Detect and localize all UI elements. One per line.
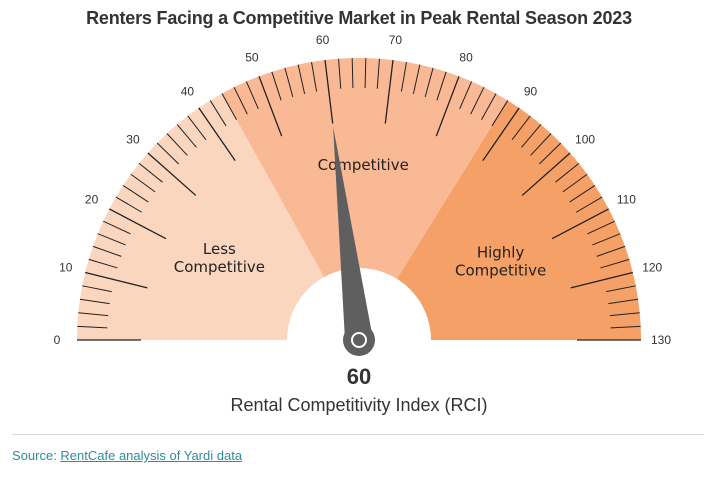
minor-tick	[351, 58, 354, 89]
minor-tick	[92, 245, 122, 257]
minor-tick	[221, 93, 237, 121]
minor-tick	[609, 312, 640, 317]
minor-tick	[376, 58, 380, 89]
gauge-value: 60	[346, 364, 372, 389]
minor-tick	[77, 325, 108, 329]
zone-label: Competitive	[318, 156, 409, 174]
minor-tick	[608, 298, 639, 305]
tick-label: 80	[459, 51, 473, 65]
minor-tick	[364, 58, 367, 89]
zone-label: Less Competitive	[174, 240, 265, 276]
major-tick	[85, 271, 148, 289]
major-tick	[147, 152, 197, 196]
major-tick	[521, 152, 571, 196]
minor-tick	[424, 67, 434, 97]
major-tick	[324, 59, 334, 124]
source-prefix: Source:	[12, 448, 61, 463]
minor-tick	[130, 173, 156, 193]
minor-tick	[412, 64, 421, 95]
minor-tick	[97, 233, 126, 246]
gauge-band-3	[359, 100, 641, 340]
tick-label: 90	[524, 84, 538, 98]
minor-tick	[491, 100, 509, 127]
major-tick	[551, 208, 610, 240]
minor-tick	[271, 71, 282, 101]
minor-tick	[606, 285, 636, 293]
minor-tick	[562, 173, 588, 193]
gauge-band-2	[221, 57, 508, 340]
minor-tick	[511, 115, 531, 141]
minor-tick	[166, 133, 188, 156]
tick-label: 30	[126, 133, 140, 147]
tick-label: 120	[642, 261, 662, 275]
source-link[interactable]: RentCafe analysis of Yardi data	[60, 448, 243, 463]
minor-tick	[79, 298, 110, 305]
tick-label: 0	[54, 333, 61, 347]
gauge-needle	[333, 126, 375, 356]
divider	[12, 434, 704, 435]
minor-tick	[481, 93, 497, 121]
minor-tick	[297, 64, 306, 95]
minor-tick	[338, 58, 342, 89]
minor-tick	[209, 100, 227, 127]
minor-tick	[575, 196, 603, 213]
minor-tick	[538, 142, 562, 165]
minor-tick	[587, 220, 615, 235]
minor-tick	[103, 220, 131, 235]
tick-label: 130	[651, 333, 671, 347]
source-note: Source: RentCafe analysis of Yardi data	[12, 448, 242, 463]
minor-tick	[78, 312, 109, 317]
gauge-ticks	[77, 58, 641, 341]
minor-tick	[187, 115, 207, 141]
major-tick	[384, 59, 394, 124]
minor-tick	[311, 61, 318, 92]
tick-label: 10	[59, 261, 73, 275]
gauge-subtitle: Rental Competitivity Index (RCI)	[230, 395, 488, 415]
chart-title: Renters Facing a Competitive Market in P…	[86, 8, 632, 28]
minor-tick	[122, 185, 149, 203]
minor-tick	[88, 258, 118, 269]
minor-tick	[400, 61, 407, 92]
gauge-chart: 0 10 20 30 40 50 60 70 80 90 100 110 120 130 Less Comp…	[53, 33, 672, 356]
major-tick	[482, 107, 520, 161]
minor-tick	[555, 163, 580, 183]
minor-tick	[596, 245, 626, 257]
minor-tick	[245, 81, 259, 110]
minor-tick	[610, 325, 641, 329]
minor-tick	[138, 163, 163, 183]
minor-tick	[82, 285, 112, 293]
tick-label: 100	[575, 133, 595, 147]
minor-tick	[530, 133, 552, 156]
major-tick	[570, 271, 633, 289]
minor-tick	[592, 233, 621, 246]
needle-hub	[343, 324, 375, 356]
minor-tick	[600, 258, 630, 269]
major-tick	[258, 76, 283, 137]
major-tick	[108, 208, 167, 240]
minor-tick	[156, 142, 180, 165]
tick-label: 50	[245, 51, 259, 65]
minor-tick	[459, 81, 473, 110]
tick-label: 70	[389, 33, 403, 47]
tick-label: 110	[617, 193, 636, 207]
major-tick	[198, 107, 236, 161]
minor-tick	[176, 124, 197, 148]
zone-label: Highly Competitive	[455, 243, 546, 279]
tick-label: 60	[316, 33, 330, 47]
minor-tick	[569, 185, 596, 203]
minor-tick	[436, 71, 447, 101]
gauge-tick-labels: 0 10 20 30 40 50 60 70 80 90 100 110 120 130	[54, 33, 672, 347]
needle-hub-ring	[351, 332, 367, 348]
gauge-band-1	[77, 93, 359, 340]
minor-tick	[233, 86, 248, 115]
tick-label: 40	[181, 84, 195, 98]
major-tick	[435, 76, 460, 137]
gauge-bands	[77, 57, 641, 340]
needle-pointer	[333, 126, 373, 342]
minor-tick	[284, 67, 294, 97]
tick-label: 20	[85, 193, 99, 207]
minor-tick	[521, 124, 542, 148]
minor-tick	[115, 196, 143, 213]
minor-tick	[470, 86, 485, 115]
